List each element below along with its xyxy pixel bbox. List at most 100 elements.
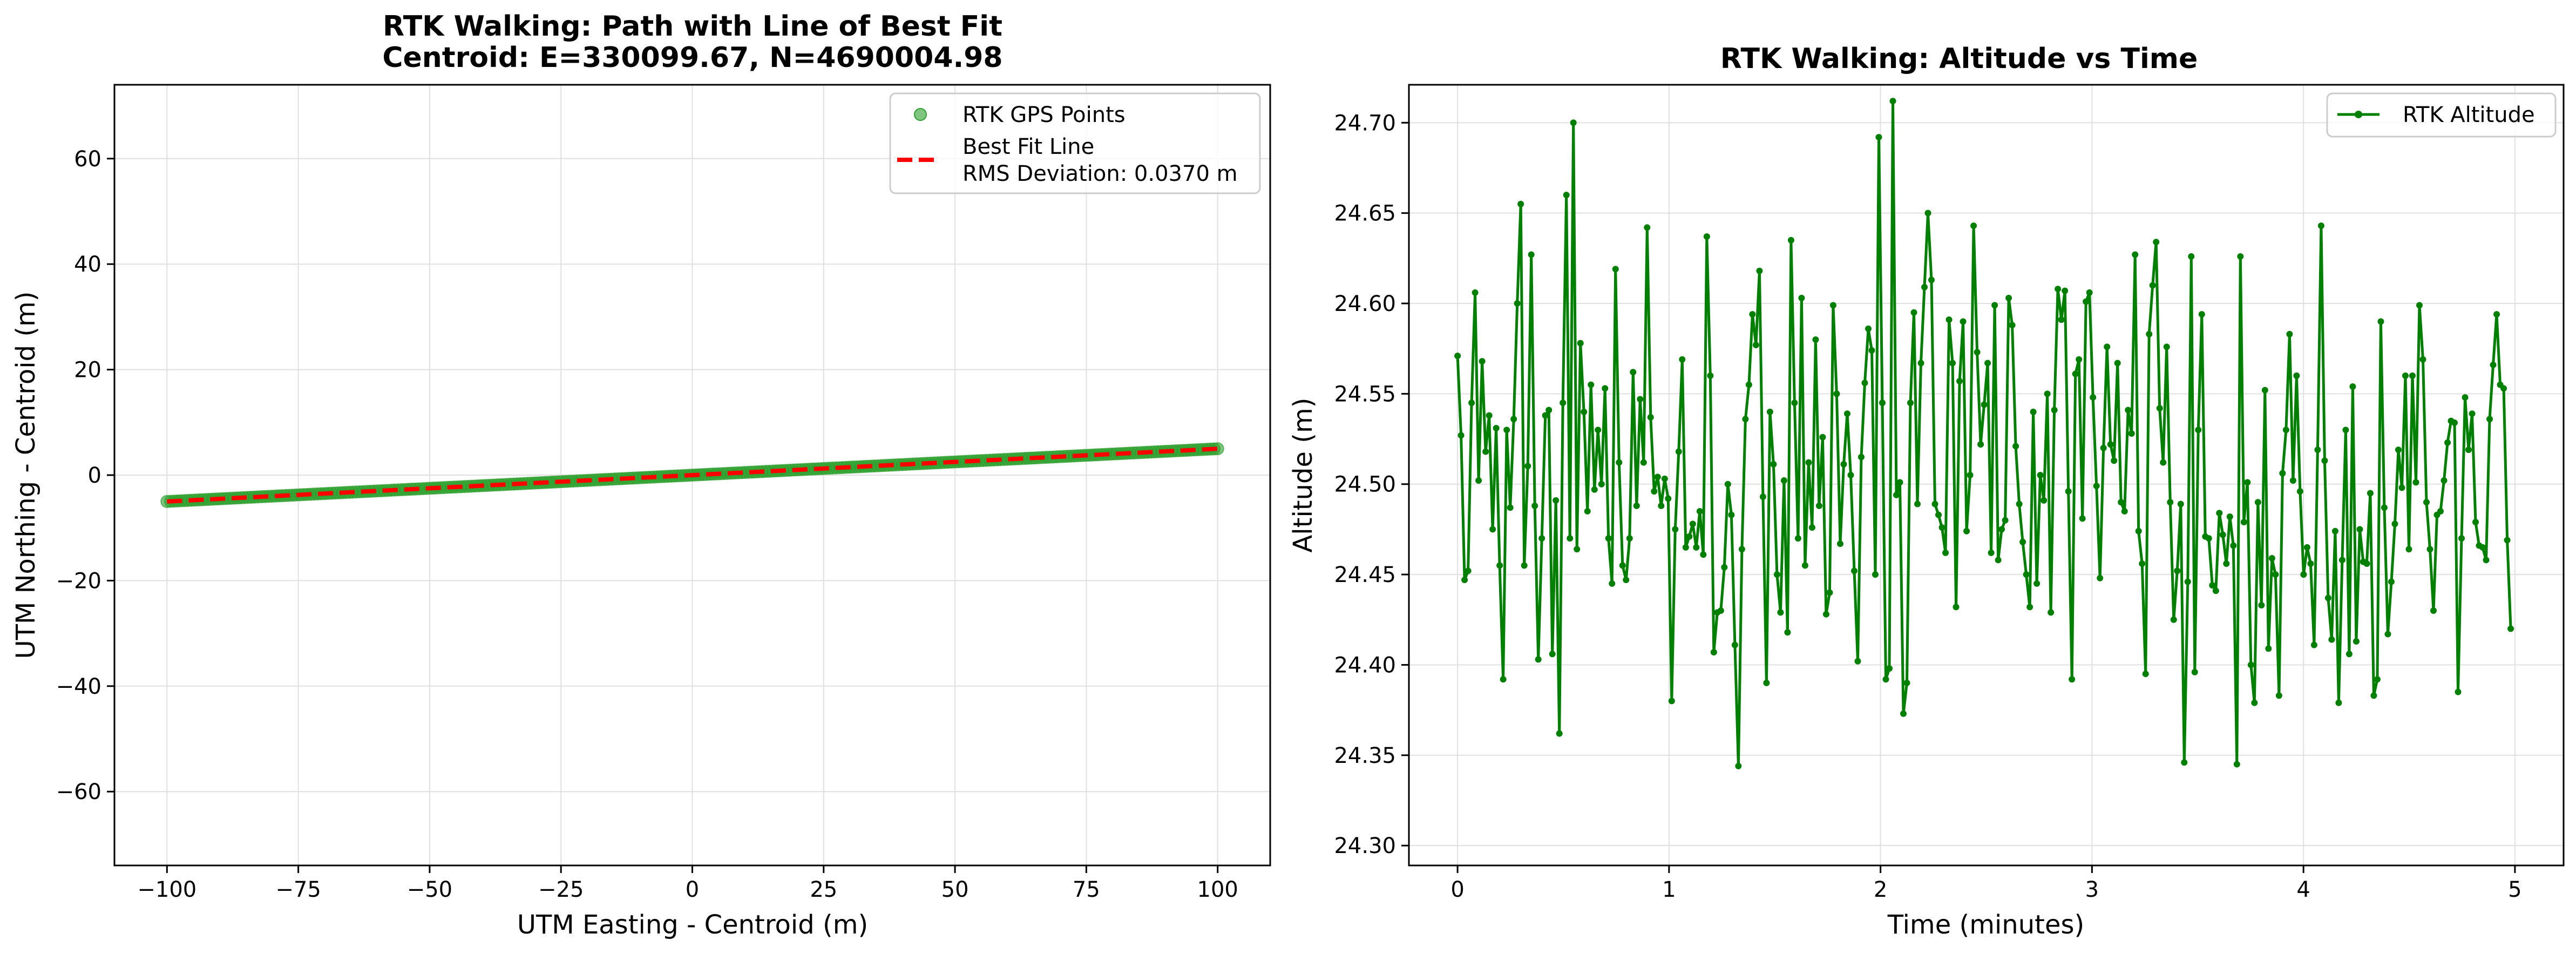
altitude-point	[2342, 427, 2349, 434]
altitude-point	[2065, 488, 2072, 495]
altitude-point	[2212, 587, 2219, 594]
altitude-point	[2317, 222, 2324, 229]
altitude-point	[2219, 531, 2226, 538]
altitude-point	[1970, 222, 1977, 229]
altitude-point	[1556, 730, 1563, 737]
path-chart-y-tick-label: −20	[56, 569, 101, 593]
altitude-point	[1535, 656, 1542, 663]
altitude-point	[1801, 562, 1808, 569]
path-chart-y-tick-label: 40	[74, 252, 101, 277]
altitude-point	[1843, 410, 1850, 417]
altitude-point	[1633, 502, 1640, 509]
altitude-point	[1829, 302, 1836, 309]
altitude-point	[2107, 441, 2114, 448]
altitude-point	[2395, 446, 2402, 454]
altitude-point	[2356, 526, 2363, 533]
altitude-point	[1988, 549, 1995, 556]
altitude-point	[2076, 356, 2083, 363]
altitude-point	[2451, 419, 2458, 426]
altitude-point	[2244, 479, 2251, 486]
altitude-point	[1787, 236, 1794, 243]
altitude-point	[2261, 387, 2268, 394]
altitude-point	[1574, 546, 1581, 553]
altitude-chart-grid	[1409, 85, 2564, 865]
altitude-point	[1584, 508, 1591, 515]
altitude-point	[1598, 481, 1605, 488]
altitude-point	[2251, 699, 2258, 706]
altitude-point	[1675, 448, 1682, 455]
altitude-point	[1521, 562, 1528, 569]
altitude-point	[2353, 638, 2360, 645]
legend-points-marker	[914, 108, 927, 121]
legend-altitude-dot-marker	[2355, 111, 2362, 118]
path-chart: RTK Walking: Path with Line of Best Fit …	[11, 10, 1271, 940]
altitude-point	[1791, 400, 1798, 407]
altitude-point	[2416, 302, 2423, 309]
altitude-point	[1644, 224, 1651, 231]
altitude-point	[2504, 537, 2511, 544]
altitude-point	[1928, 276, 1935, 283]
path-chart-title-line-1: RTK Walking: Path with Line of Best Fit	[383, 10, 1002, 43]
altitude-point	[1822, 611, 1829, 618]
altitude-point	[1637, 396, 1644, 403]
altitude-point	[2402, 372, 2409, 379]
altitude-point	[1974, 349, 1981, 356]
altitude-point	[1850, 567, 1858, 574]
altitude-point	[1700, 551, 1707, 558]
altitude-point	[2286, 330, 2293, 337]
altitude-point	[1454, 353, 1461, 360]
path-chart-title-line-2: Centroid: E=330099.67, N=4690004.98	[382, 42, 1002, 74]
altitude-chart-y-tick-label: 24.65	[1334, 201, 1396, 226]
altitude-chart-x-tick-label: 0	[1450, 877, 1464, 902]
altitude-chart-y-tick-label: 24.45	[1334, 563, 1396, 587]
altitude-point	[1938, 524, 1945, 531]
altitude-point	[1479, 358, 1486, 365]
altitude-point	[1696, 508, 1703, 515]
altitude-point	[1468, 400, 1475, 407]
altitude-point	[1563, 192, 1570, 199]
altitude-chart-y-tick-label: 24.70	[1334, 111, 1396, 136]
altitude-point	[2272, 571, 2279, 578]
altitude-point	[1570, 119, 1577, 126]
altitude-point	[2142, 671, 2149, 678]
altitude-point	[2114, 360, 2121, 367]
altitude-point	[2226, 513, 2233, 520]
altitude-point	[2441, 477, 2448, 484]
path-chart-x-tick-label: −25	[538, 877, 584, 902]
altitude-chart-x-tick-label: 3	[2085, 877, 2099, 902]
altitude-point	[2079, 515, 2086, 522]
altitude-point	[1956, 377, 1963, 384]
altitude-point	[1865, 325, 1872, 332]
altitude-point	[2405, 546, 2412, 553]
altitude-point	[1995, 557, 2002, 564]
altitude-point	[1819, 434, 1826, 441]
altitude-point	[2381, 504, 2388, 511]
altitude-point	[2500, 385, 2507, 392]
altitude-chart-x-axis-label: Time (minutes)	[1887, 910, 2084, 940]
path-chart-x-tick-label: 0	[686, 877, 699, 902]
altitude-chart-x-tick-label: 1	[1662, 877, 1676, 902]
altitude-point	[1759, 493, 1766, 500]
altitude-point	[1812, 336, 1819, 343]
altitude-point	[1886, 665, 1893, 672]
altitude-point	[2216, 510, 2223, 517]
altitude-point	[1756, 267, 1763, 274]
altitude-point	[2191, 668, 2198, 675]
altitude-point	[2048, 609, 2055, 616]
altitude-point	[2058, 316, 2065, 323]
altitude-point	[2444, 439, 2451, 446]
altitude-point	[2335, 699, 2342, 706]
path-chart-x-tick-label: −100	[137, 877, 196, 902]
altitude-point	[2132, 251, 2139, 258]
altitude-point	[1682, 544, 1689, 551]
path-chart-y-tick-label: 20	[74, 358, 101, 383]
altitude-point	[2188, 253, 2195, 260]
altitude-chart: RTK Walking: Altitude vs Time 0 1 2 3 4 5 24.3…	[1288, 43, 2565, 940]
altitude-point	[2177, 500, 2184, 508]
altitude-point	[2002, 517, 2009, 524]
altitude-chart-y-tick-label: 24.40	[1334, 653, 1396, 678]
altitude-point	[2205, 535, 2212, 542]
altitude-point	[2051, 407, 2058, 414]
altitude-point	[1805, 459, 1812, 466]
altitude-point	[2398, 484, 2405, 491]
